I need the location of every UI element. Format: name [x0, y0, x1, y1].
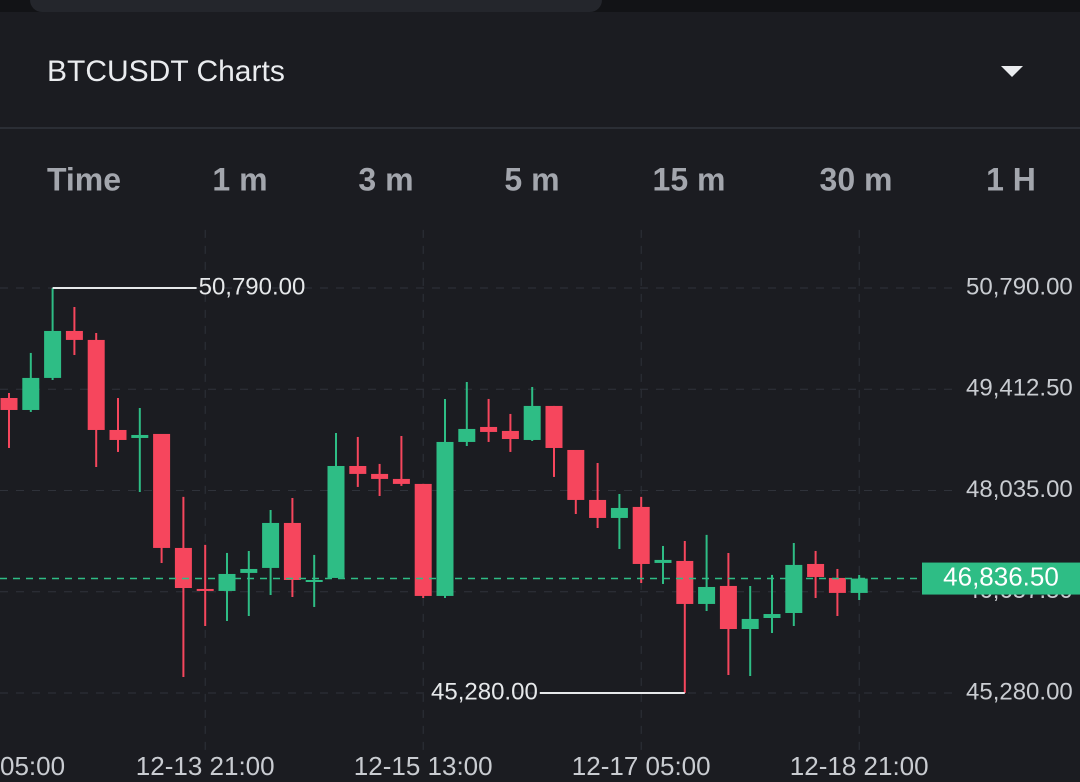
- tab[interactable]: 1 m: [212, 161, 267, 197]
- candle-body: [719, 585, 737, 630]
- tab[interactable]: 5 m: [504, 161, 559, 197]
- x-tick-label: 12-13 21:00: [136, 751, 275, 781]
- candle-body: [458, 428, 476, 442]
- candle-body: [174, 547, 192, 589]
- candle-body: [305, 579, 323, 582]
- candle-body: [807, 563, 825, 577]
- candle-body: [545, 405, 563, 448]
- tab[interactable]: 1 H: [986, 161, 1036, 197]
- candle-body: [414, 483, 432, 596]
- candle-body: [785, 564, 803, 613]
- last-price-label: 46,836.50: [943, 561, 1059, 591]
- candle-body: [501, 430, 519, 440]
- candle-body: [567, 449, 585, 500]
- candle-body: [741, 618, 759, 630]
- candle-body: [371, 473, 389, 479]
- candle-body: [87, 339, 105, 430]
- candle-body: [589, 499, 607, 518]
- candle-body: [65, 330, 83, 340]
- x-tick-label: 12-17 05:00: [572, 751, 711, 781]
- candle-body: [763, 614, 781, 618]
- candle-body: [654, 559, 672, 563]
- candle-body: [109, 429, 127, 440]
- y-tick-label: 45,280.00: [966, 678, 1073, 705]
- y-tick-label: 48,035.00: [966, 476, 1073, 503]
- candle-body: [22, 377, 40, 410]
- candle-body: [44, 330, 62, 378]
- header-title: BTCUSDT Charts: [47, 55, 285, 88]
- x-tick-label: 12-18 21:00: [790, 751, 929, 781]
- candle-body: [436, 441, 454, 596]
- dropdown-arrow[interactable]: [1001, 66, 1023, 77]
- candle-body: [196, 588, 214, 591]
- candle-body: [480, 426, 498, 432]
- tab[interactable]: 3 m: [358, 161, 413, 197]
- candle-body: [327, 465, 345, 578]
- x-tick-label: 05:00: [0, 751, 65, 781]
- tab[interactable]: Time: [47, 161, 121, 197]
- top-search: [30, 0, 602, 12]
- candle-body: [523, 405, 541, 440]
- candle-body: [283, 522, 301, 580]
- candle-body: [632, 506, 650, 564]
- extreme-label: 45,280.00: [431, 678, 538, 705]
- candle-body: [218, 573, 236, 591]
- y-tick-label: 50,790.00: [966, 273, 1073, 300]
- candle-body: [349, 465, 367, 474]
- candle-body: [850, 578, 868, 593]
- candle-body: [392, 478, 410, 484]
- tabs: Time 1 m 3 m 5 m 15 m 30 m 1 H: [47, 161, 1036, 197]
- candle-body: [131, 434, 149, 438]
- tab[interactable]: 15 m: [653, 161, 726, 197]
- last-price-badge: [922, 562, 1080, 595]
- candle-body: [610, 507, 628, 518]
- candle-body: [240, 568, 258, 573]
- y-tick-label: 49,412.50: [966, 375, 1073, 402]
- plot: 05:00 12-13 21:00 12-15 13:00 12-17 05:00 12…: [0, 229, 1080, 781]
- candle-body: [828, 577, 846, 593]
- tab[interactable]: 30 m: [820, 161, 893, 197]
- candle-body: [262, 522, 280, 568]
- candle-body: [698, 586, 716, 604]
- candle-body: [153, 433, 171, 548]
- candle-body: [0, 398, 18, 410]
- extreme-label: 50,790.00: [199, 273, 306, 300]
- candle-body: [676, 560, 694, 604]
- x-tick-label: 12-15 13:00: [354, 751, 493, 781]
